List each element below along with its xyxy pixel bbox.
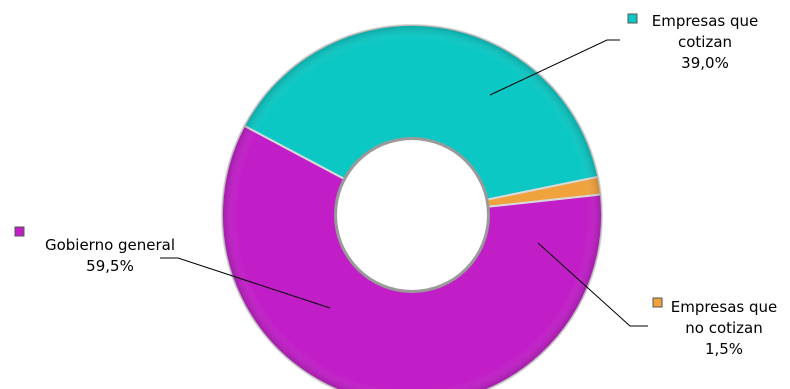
legend-marker-3 bbox=[14, 226, 25, 237]
legend-marker-2 bbox=[652, 297, 663, 308]
slice-label-1: cotizan bbox=[678, 33, 732, 51]
donut-hole bbox=[334, 137, 490, 293]
slice-label-3: Gobierno general bbox=[45, 236, 175, 254]
slice-label-2: Empresas que bbox=[671, 298, 778, 316]
slice-label-2: no cotizan bbox=[685, 319, 763, 337]
slice-value-2: 1,5% bbox=[705, 340, 743, 358]
slice-label-1: Empresas que bbox=[652, 12, 759, 30]
legend-marker-1 bbox=[627, 13, 638, 24]
slice-value-3: 59,5% bbox=[86, 257, 134, 275]
leader-line-3 bbox=[160, 257, 331, 309]
leader-line-2 bbox=[537, 242, 648, 327]
slice-labels: Empresas que cotizan 39,0% Empresas que no c… bbox=[14, 12, 778, 358]
slice-value-1: 39,0% bbox=[681, 54, 729, 72]
leader-line-1 bbox=[489, 39, 620, 96]
leader-lines bbox=[160, 39, 648, 327]
hole-center bbox=[337, 140, 487, 290]
